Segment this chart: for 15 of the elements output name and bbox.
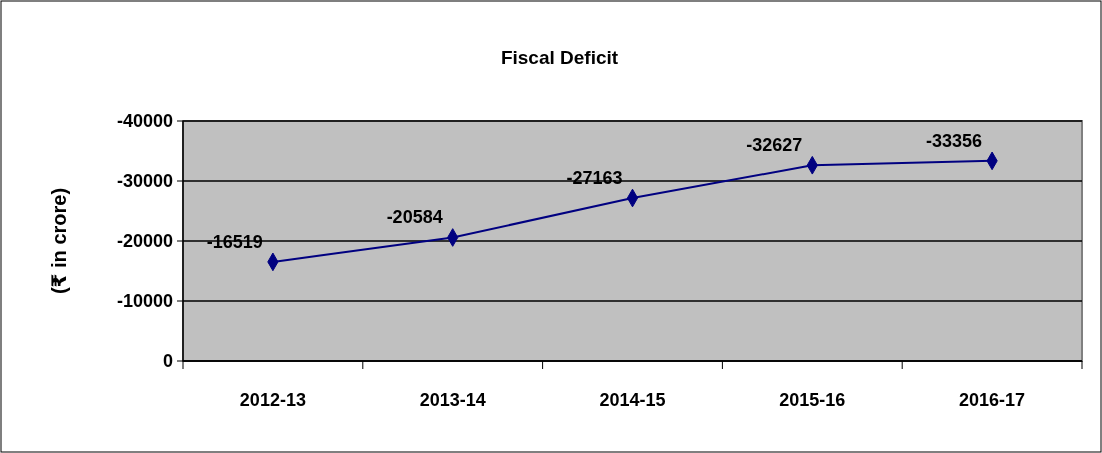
x-tick-label: 2013-14 — [419, 390, 486, 410]
y-tick-label: -10000 — [116, 291, 173, 312]
x-tick-label: 2014-15 — [599, 390, 666, 410]
x-tick-label: 2012-13 — [239, 390, 306, 410]
x-tick-label: 2015-16 — [779, 390, 846, 410]
y-tick-label: -40000 — [116, 111, 173, 132]
data-label: -33356 — [926, 130, 983, 151]
chart-title: Fiscal Deficit — [500, 47, 619, 68]
data-label: -32627 — [746, 135, 803, 156]
data-label: -20584 — [386, 207, 443, 228]
x-tick-label: 2016-17 — [959, 390, 1026, 410]
y-tick-label: -30000 — [116, 171, 173, 192]
y-axis-title: (₹ in crore) — [48, 187, 70, 295]
y-tick-label: -20000 — [116, 231, 173, 252]
y-tick-label: 0 — [162, 351, 173, 372]
